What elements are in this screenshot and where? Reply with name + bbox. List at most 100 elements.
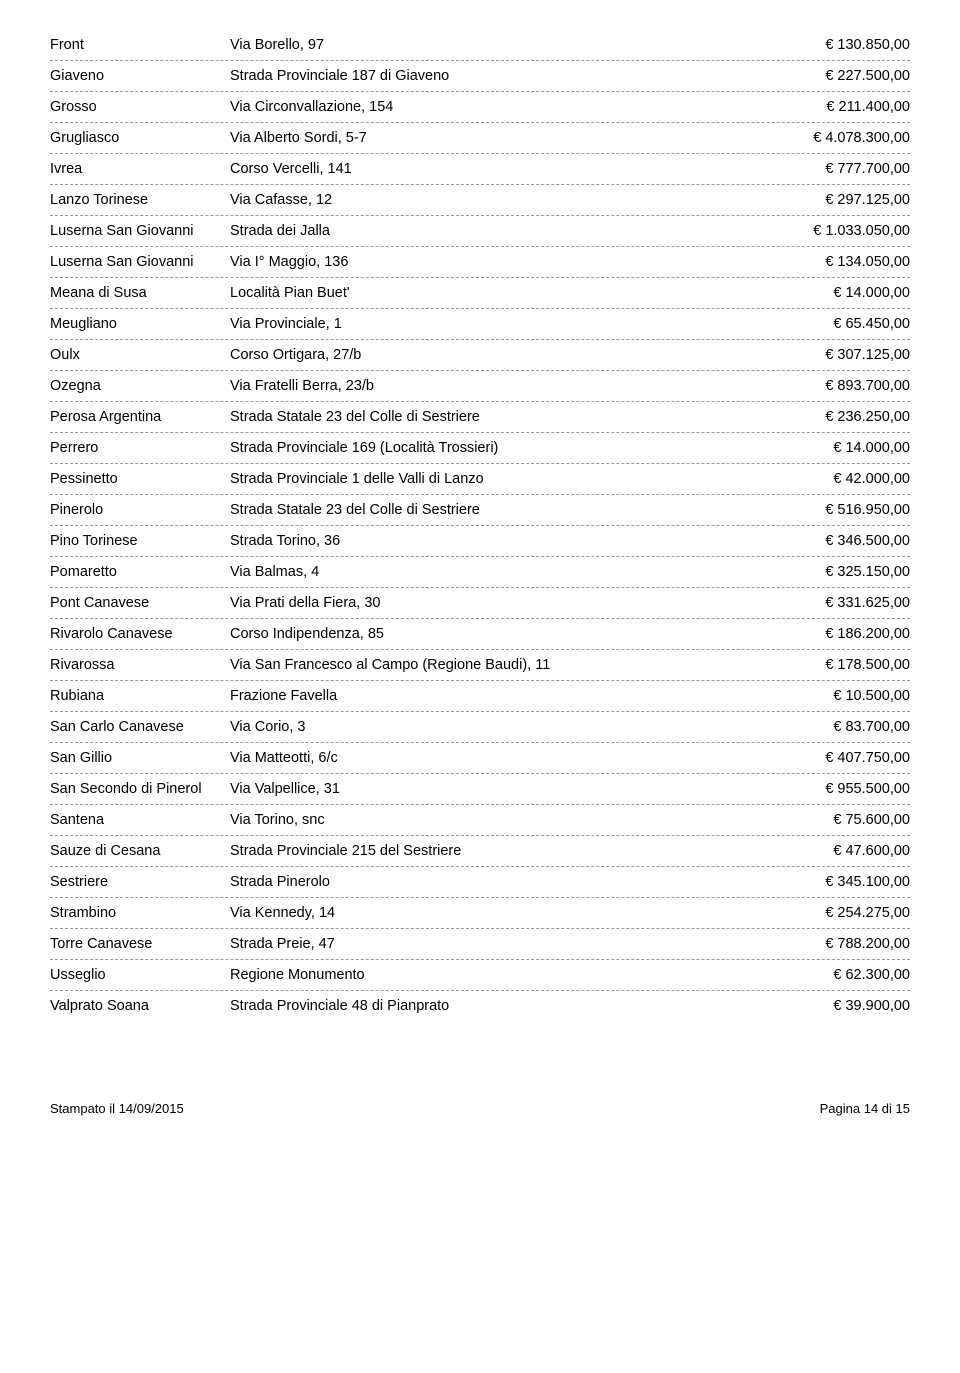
amount-cell: € 83.700,00 bbox=[790, 719, 910, 735]
amount-cell: € 1.033.050,00 bbox=[790, 223, 910, 239]
page-number: Pagina 14 di 15 bbox=[820, 1101, 910, 1116]
table-row: San GillioVia Matteotti, 6/c€ 407.750,00 bbox=[50, 743, 910, 774]
address-cell: Via Torino, snc bbox=[230, 812, 790, 828]
table-row: StrambinoVia Kennedy, 14€ 254.275,00 bbox=[50, 898, 910, 929]
address-cell: Strada Provinciale 48 di Pianprato bbox=[230, 998, 790, 1014]
amount-cell: € 134.050,00 bbox=[790, 254, 910, 270]
municipality-cell: Rubiana bbox=[50, 688, 230, 704]
municipality-cell: Torre Canavese bbox=[50, 936, 230, 952]
amount-cell: € 186.200,00 bbox=[790, 626, 910, 642]
table-row: Meana di SusaLocalità Pian Buet'€ 14.000… bbox=[50, 278, 910, 309]
address-cell: Strada Provinciale 169 (Località Trossie… bbox=[230, 440, 790, 456]
table-row: Luserna San GiovanniStrada dei Jalla€ 1.… bbox=[50, 216, 910, 247]
municipality-cell: Pino Torinese bbox=[50, 533, 230, 549]
municipality-cell: Luserna San Giovanni bbox=[50, 223, 230, 239]
municipality-cell: Front bbox=[50, 37, 230, 53]
address-cell: Via Balmas, 4 bbox=[230, 564, 790, 580]
table-row: FrontVia Borello, 97€ 130.850,00 bbox=[50, 30, 910, 61]
municipality-cell: Santena bbox=[50, 812, 230, 828]
municipality-cell: Perosa Argentina bbox=[50, 409, 230, 425]
table-row: Pont CanaveseVia Prati della Fiera, 30€ … bbox=[50, 588, 910, 619]
address-cell: Frazione Favella bbox=[230, 688, 790, 704]
address-cell: Via Circonvallazione, 154 bbox=[230, 99, 790, 115]
table-row: Sauze di CesanaStrada Provinciale 215 de… bbox=[50, 836, 910, 867]
address-cell: Via Provinciale, 1 bbox=[230, 316, 790, 332]
amount-cell: € 65.450,00 bbox=[790, 316, 910, 332]
municipality-cell: Ozegna bbox=[50, 378, 230, 394]
municipality-cell: Grosso bbox=[50, 99, 230, 115]
municipality-cell: San Secondo di Pinerol bbox=[50, 781, 230, 797]
address-cell: Corso Ortigara, 27/b bbox=[230, 347, 790, 363]
municipality-cell: Giaveno bbox=[50, 68, 230, 84]
address-cell: Strada Pinerolo bbox=[230, 874, 790, 890]
table-row: MeuglianoVia Provinciale, 1€ 65.450,00 bbox=[50, 309, 910, 340]
amount-cell: € 75.600,00 bbox=[790, 812, 910, 828]
table-row: OulxCorso Ortigara, 27/b€ 307.125,00 bbox=[50, 340, 910, 371]
amount-cell: € 893.700,00 bbox=[790, 378, 910, 394]
table-row: PineroloStrada Statale 23 del Colle di S… bbox=[50, 495, 910, 526]
address-cell: Via Alberto Sordi, 5-7 bbox=[230, 130, 790, 146]
table-row: IvreaCorso Vercelli, 141€ 777.700,00 bbox=[50, 154, 910, 185]
amount-cell: € 331.625,00 bbox=[790, 595, 910, 611]
municipality-cell: Oulx bbox=[50, 347, 230, 363]
table-row: Valprato SoanaStrada Provinciale 48 di P… bbox=[50, 991, 910, 1021]
amount-cell: € 407.750,00 bbox=[790, 750, 910, 766]
address-cell: Corso Vercelli, 141 bbox=[230, 161, 790, 177]
address-cell: Strada Preie, 47 bbox=[230, 936, 790, 952]
table-row: GrugliascoVia Alberto Sordi, 5-7€ 4.078.… bbox=[50, 123, 910, 154]
data-table: FrontVia Borello, 97€ 130.850,00 Giaveno S… bbox=[50, 30, 910, 1021]
table-row: Perosa ArgentinaStrada Statale 23 del Co… bbox=[50, 402, 910, 433]
table-row: Lanzo TorineseVia Cafasse, 12€ 297.125,0… bbox=[50, 185, 910, 216]
amount-cell: € 325.150,00 bbox=[790, 564, 910, 580]
address-cell: Località Pian Buet' bbox=[230, 285, 790, 301]
page-footer: Stampato il 14/09/2015 Pagina 14 di 15 bbox=[50, 1091, 910, 1116]
municipality-cell: Lanzo Torinese bbox=[50, 192, 230, 208]
table-row: UsseglioRegione Monumento€ 62.300,00 bbox=[50, 960, 910, 991]
print-date: Stampato il 14/09/2015 bbox=[50, 1101, 184, 1116]
address-cell: Via Matteotti, 6/c bbox=[230, 750, 790, 766]
address-cell: Strada Statale 23 del Colle di Sestriere bbox=[230, 409, 790, 425]
amount-cell: € 227.500,00 bbox=[790, 68, 910, 84]
address-cell: Strada Provinciale 215 del Sestriere bbox=[230, 843, 790, 859]
amount-cell: € 777.700,00 bbox=[790, 161, 910, 177]
municipality-cell: Grugliasco bbox=[50, 130, 230, 146]
municipality-cell: San Carlo Canavese bbox=[50, 719, 230, 735]
amount-cell: € 42.000,00 bbox=[790, 471, 910, 487]
table-row: San Carlo CanaveseVia Corio, 3€ 83.700,0… bbox=[50, 712, 910, 743]
address-cell: Via Valpellice, 31 bbox=[230, 781, 790, 797]
amount-cell: € 211.400,00 bbox=[790, 99, 910, 115]
address-cell: Via Borello, 97 bbox=[230, 37, 790, 53]
table-row: Pino TorineseStrada Torino, 36€ 346.500,… bbox=[50, 526, 910, 557]
table-row: GrossoVia Circonvallazione, 154€ 211.400… bbox=[50, 92, 910, 123]
amount-cell: € 47.600,00 bbox=[790, 843, 910, 859]
table-row: SantenaVia Torino, snc€ 75.600,00 bbox=[50, 805, 910, 836]
address-cell: Strada Torino, 36 bbox=[230, 533, 790, 549]
municipality-cell: Pomaretto bbox=[50, 564, 230, 580]
address-cell: Via I° Maggio, 136 bbox=[230, 254, 790, 270]
amount-cell: € 516.950,00 bbox=[790, 502, 910, 518]
amount-cell: € 62.300,00 bbox=[790, 967, 910, 983]
address-cell: Strada Statale 23 del Colle di Sestriere bbox=[230, 502, 790, 518]
amount-cell: € 14.000,00 bbox=[790, 440, 910, 456]
municipality-cell: San Gillio bbox=[50, 750, 230, 766]
address-cell: Via San Francesco al Campo (Regione Baud… bbox=[230, 657, 790, 673]
amount-cell: € 788.200,00 bbox=[790, 936, 910, 952]
municipality-cell: Usseglio bbox=[50, 967, 230, 983]
amount-cell: € 346.500,00 bbox=[790, 533, 910, 549]
amount-cell: € 254.275,00 bbox=[790, 905, 910, 921]
table-row: RivarossaVia San Francesco al Campo (Reg… bbox=[50, 650, 910, 681]
table-row: OzegnaVia Fratelli Berra, 23/b€ 893.700,… bbox=[50, 371, 910, 402]
municipality-cell: Pinerolo bbox=[50, 502, 230, 518]
amount-cell: € 10.500,00 bbox=[790, 688, 910, 704]
municipality-cell: Rivarolo Canavese bbox=[50, 626, 230, 642]
address-cell: Via Corio, 3 bbox=[230, 719, 790, 735]
table-row: PomarettoVia Balmas, 4€ 325.150,00 bbox=[50, 557, 910, 588]
address-cell: Via Fratelli Berra, 23/b bbox=[230, 378, 790, 394]
table-row: SestriereStrada Pinerolo€ 345.100,00 bbox=[50, 867, 910, 898]
address-cell: Via Kennedy, 14 bbox=[230, 905, 790, 921]
municipality-cell: Meugliano bbox=[50, 316, 230, 332]
municipality-cell: Pessinetto bbox=[50, 471, 230, 487]
address-cell: Regione Monumento bbox=[230, 967, 790, 983]
municipality-cell: Sestriere bbox=[50, 874, 230, 890]
address-cell: Corso Indipendenza, 85 bbox=[230, 626, 790, 642]
